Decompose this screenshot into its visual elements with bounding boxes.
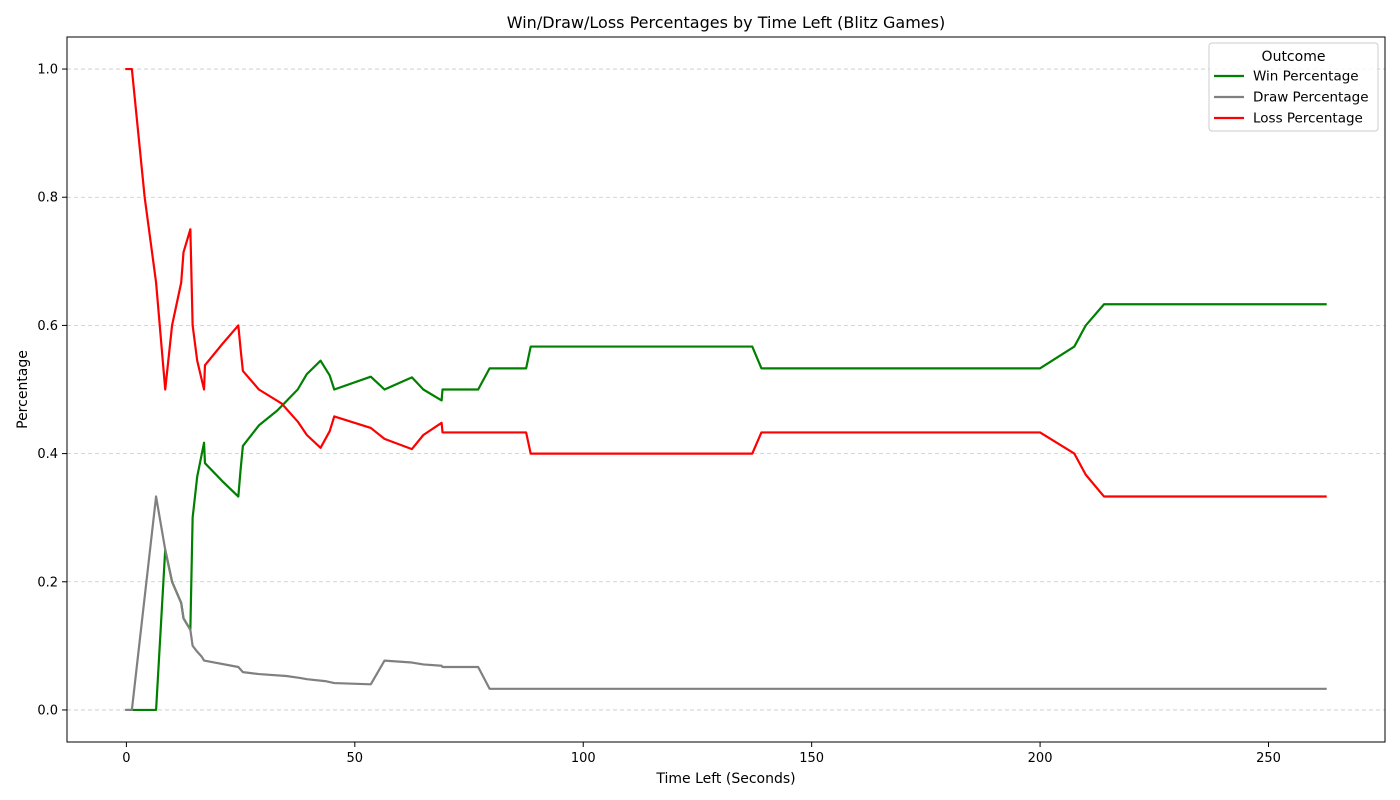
legend-label-1: Draw Percentage — [1253, 90, 1369, 106]
y-tick-label-4: 0.8 — [37, 191, 58, 206]
series-lines — [125, 67, 1327, 712]
chart-title: Win/Draw/Loss Percentages by Time Left (… — [507, 13, 945, 32]
x-tick-label-3: 150 — [799, 751, 824, 766]
legend-label-0: Win Percentage — [1253, 69, 1359, 85]
series-line-1 — [125, 495, 1327, 712]
x-tick-label-0: 0 — [122, 751, 130, 766]
y-axis-label: Percentage — [15, 350, 31, 429]
legend-box — [1208, 42, 1379, 132]
x-axis-ticks: 0 50 100 150 200 250 — [122, 742, 1281, 766]
x-tick-label-4: 200 — [1028, 751, 1053, 766]
legend: Outcome Win Percentage Draw Percentage Los… — [1208, 42, 1379, 132]
y-tick-label-2: 0.4 — [37, 447, 58, 462]
legend-label-2: Loss Percentage — [1253, 111, 1363, 127]
y-tick-label-1: 0.2 — [37, 575, 58, 590]
x-tick-label-5: 250 — [1256, 751, 1281, 766]
y-tick-label-3: 0.6 — [37, 319, 58, 334]
legend-entries: Win Percentage Draw Percentage Loss Percen… — [1214, 69, 1369, 127]
y-axis-ticks: 0.0 0.2 0.4 0.6 0.8 1.0 — [37, 63, 67, 718]
plot-area-frame — [66, 36, 1386, 743]
x-tick-label-1: 50 — [347, 751, 364, 766]
y-tick-label-5: 1.0 — [37, 63, 58, 78]
legend-title: Outcome — [1262, 49, 1326, 65]
x-axis-label: Time Left (Seconds) — [655, 771, 795, 787]
series-line-2 — [125, 67, 1327, 498]
y-tick-label-0: 0.0 — [37, 703, 58, 718]
x-tick-label-2: 100 — [571, 751, 596, 766]
